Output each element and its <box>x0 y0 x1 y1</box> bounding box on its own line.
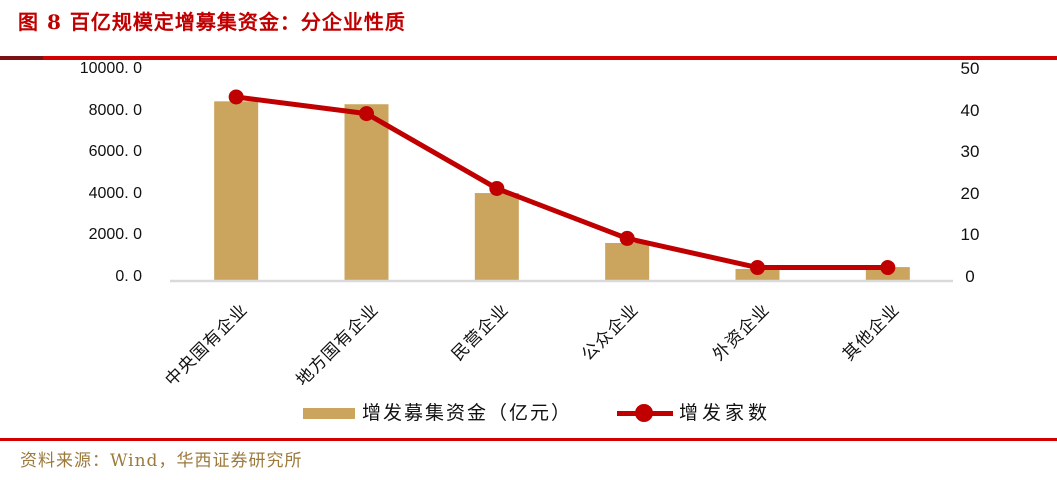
line-marker-民营企业 <box>489 180 505 196</box>
top-rule-dark-segment <box>0 56 43 60</box>
top-rule-bright-segment <box>43 56 1057 60</box>
line-series-path <box>235 94 888 271</box>
line-marker-其他企业 <box>880 260 896 276</box>
left-axis-tick-0.0: 0. 0 <box>115 268 142 285</box>
left-axis-tick-8000.0: 8000. 0 <box>88 101 142 119</box>
line-series-legend-label: 增发家数 <box>679 402 772 424</box>
chart-title: 图 8 百亿规模定增募集资金：分企业性质 <box>18 10 406 34</box>
bar-民营企业 <box>474 193 519 280</box>
bottom-rule <box>0 438 1057 441</box>
left-axis-tick-2000.0: 2000. 0 <box>88 226 142 244</box>
line-marker-中央国有企业 <box>228 89 244 105</box>
right-axis-tick-10: 10 <box>960 225 980 245</box>
chart-legend: 增发募集资金（亿元） 增发家数 <box>0 396 1057 430</box>
left-axis-tick-4000.0: 4000. 0 <box>88 184 142 202</box>
right-axis-tick-0: 0 <box>965 267 975 286</box>
right-axis-tick-50: 50 <box>960 59 980 78</box>
left-axis-tick-6000.0: 6000. 0 <box>88 143 142 161</box>
top-rule <box>0 56 1057 60</box>
line-marker-公众企业 <box>619 230 635 246</box>
right-axis-tick-40: 40 <box>960 100 980 120</box>
bar-公众企业 <box>605 242 650 280</box>
bar-中央国有企业 <box>214 101 259 280</box>
right-axis-tick-30: 30 <box>960 142 980 162</box>
line-series-marker-icon <box>635 404 653 422</box>
left-axis-tick-10000.0: 10000. 0 <box>79 60 142 77</box>
bar-series-legend-label: 增发募集资金（亿元） <box>362 402 573 424</box>
line-marker-外资企业 <box>750 260 765 276</box>
bar-series-swatch-icon <box>303 408 355 419</box>
line-marker-地方国有企业 <box>359 106 374 122</box>
source-note: 资料来源：Wind，华西证券研究所 <box>20 451 303 471</box>
right-axis-tick-20: 20 <box>960 183 980 203</box>
bar-地方国有企业 <box>344 104 389 281</box>
